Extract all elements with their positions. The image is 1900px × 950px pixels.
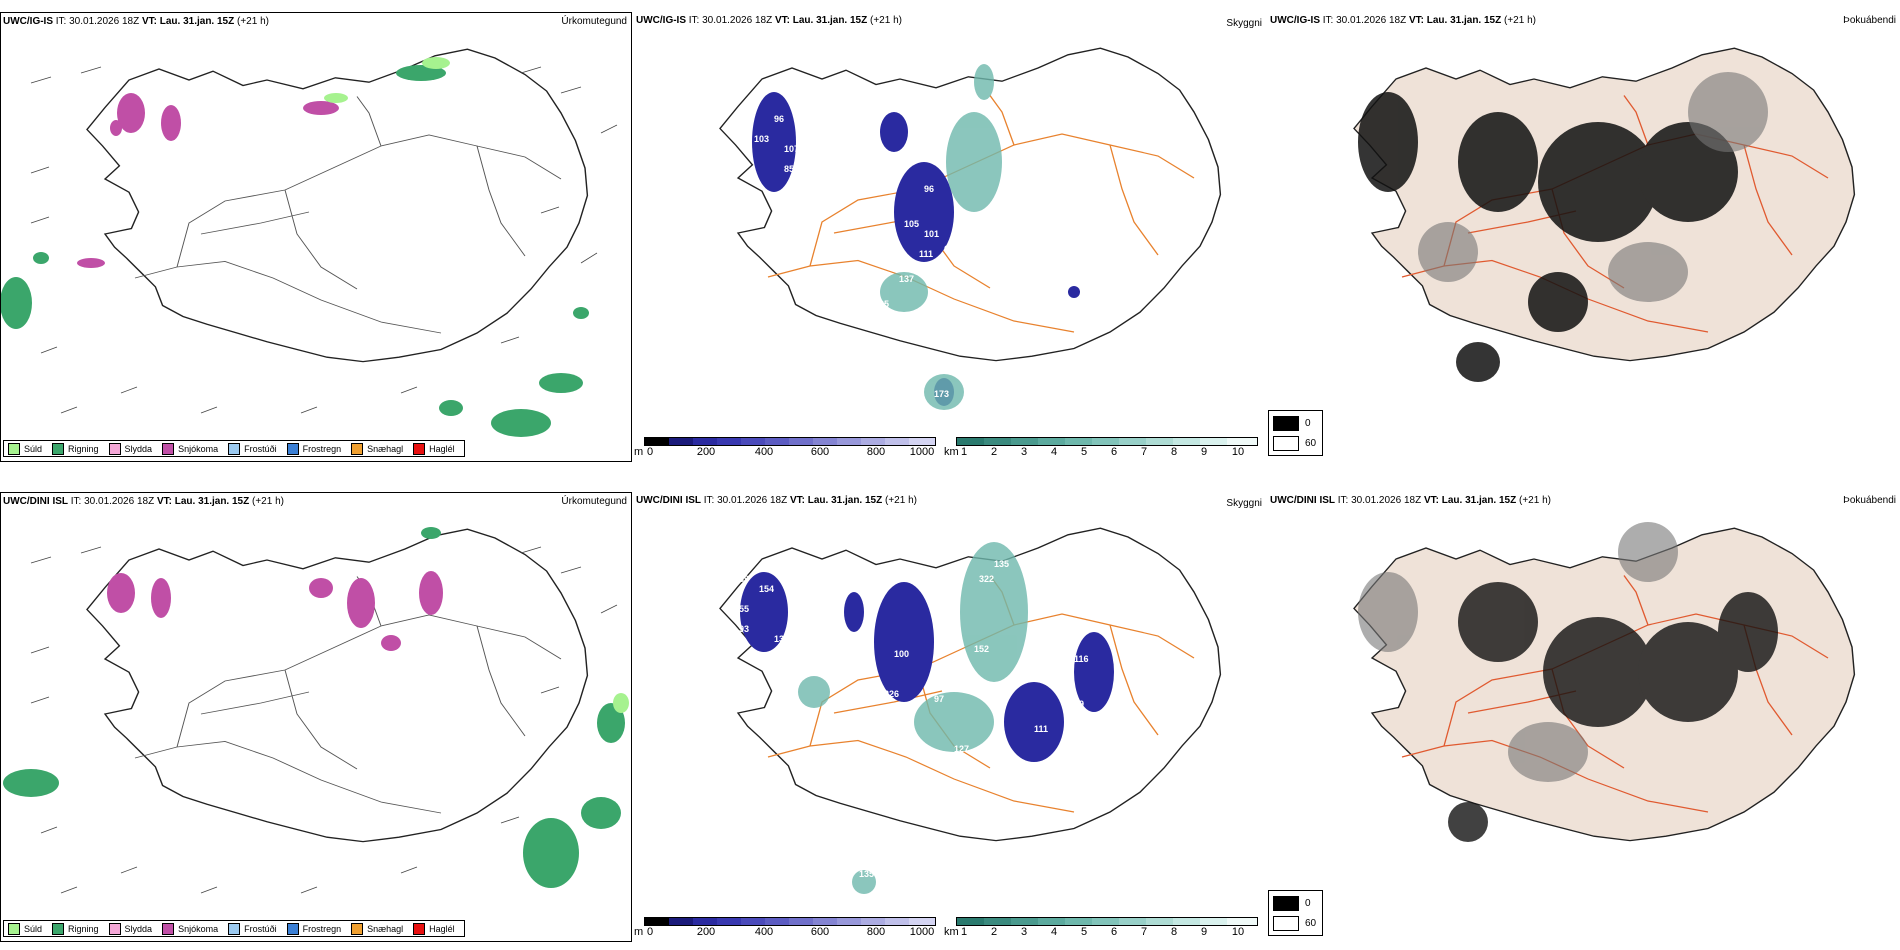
legend-swatch [108,922,121,935]
legend-swatch [286,922,299,935]
legend-item: Snjókoma [162,442,218,455]
legend-swatch [286,442,299,455]
fog-panel-top: UWC/IG-IS IT: 30.01.2026 18Z VT: Lau. 31… [1268,12,1900,462]
precip-legend: Súld Rigning Slydda Snjókoma Frostúði Fr… [3,920,465,937]
panel-variable: Úrkomutegund [561,496,627,507]
visibility-km-colorbar: km 1 2 3 4 5 6 7 8 9 10 [944,917,1264,942]
legend-swatch [228,922,241,935]
legend-item: Súld [8,442,42,455]
legend-swatch [162,442,175,455]
panel-variable: Skyggni [1226,18,1262,29]
visibility-panel-top: UWC/IG-IS IT: 30.01.2026 18Z VT: Lau. 31… [634,12,1266,462]
svg-text:103: 103 [754,134,769,144]
precip-type-map [3,527,629,894]
legend-swatch [351,922,364,935]
legend-item: Súld [8,922,42,935]
svg-text:104: 104 [804,644,819,654]
svg-text:96: 96 [774,114,784,124]
svg-text:135: 135 [994,559,1009,569]
legend-item: Frostúði [228,442,277,455]
panel-title: UWC/DINI ISL IT: 30.01.2026 18Z VT: Lau.… [1270,495,1551,506]
svg-text:132: 132 [774,634,789,644]
svg-text:99: 99 [1074,699,1084,709]
svg-text:152: 152 [974,644,989,654]
legend-item: Frostregn [286,922,341,935]
panel-title: UWC/DINI ISL IT: 30.01.2026 18Z VT: Lau.… [636,495,917,506]
svg-text:131: 131 [989,734,1004,744]
visibility-map: 139 154 155 132 93 104 100 226 97 322 13… [719,527,1222,894]
svg-text:85: 85 [784,164,794,174]
svg-text:173: 173 [934,389,949,399]
legend-swatch [108,442,121,455]
panel-variable: Skyggni [1226,498,1262,509]
fog-key: 0 60 [1268,890,1323,936]
svg-text:195: 195 [874,299,889,309]
svg-text:322: 322 [979,574,994,584]
panel-variable: Þokuábendi [1843,495,1896,506]
visibility-km-colorbar: km 1 2 3 4 5 6 7 8 9 10 [944,437,1264,462]
visibility-panel-bottom: UWC/DINI ISL IT: 30.01.2026 18Z VT: Lau.… [634,492,1266,942]
legend-item: Frostregn [286,442,341,455]
fog-panel-bottom: UWC/DINI ISL IT: 30.01.2026 18Z VT: Lau.… [1268,492,1900,942]
fog-map [1353,47,1856,382]
svg-text:111: 111 [1034,724,1048,734]
svg-text:107: 107 [784,144,799,154]
precip-type-panel-top: UWC/IG-IS IT: 30.01.2026 18Z VT: Lau. 31… [0,12,632,462]
visibility-map: 103 96 107 85 90 99 96 105 101 68 111 13… [719,47,1222,410]
svg-text:96: 96 [924,184,934,194]
svg-text:127: 127 [954,744,969,754]
precip-legend: Súld Rigning Slydda Snjókoma Frostúði Fr… [3,440,465,457]
legend-swatch [413,442,426,455]
legend-item: Snjókoma [162,922,218,935]
legend-item: Snæhagl [351,442,403,455]
legend-item: Haglél [413,442,455,455]
legend-item: Slydda [108,922,152,935]
svg-text:101: 101 [924,229,939,239]
legend-swatch [8,442,20,455]
precip-type-map [1,48,618,437]
legend-item: Slydda [108,442,152,455]
visibility-m-colorbar: m 0 200 400 600 800 1000 [634,437,936,462]
legend-swatch [413,922,426,935]
legend-item: Frostúði [228,922,277,935]
fog-map [1353,522,1856,842]
legend-item: Rigning [52,442,99,455]
panel-title: UWC/IG-IS IT: 30.01.2026 18Z VT: Lau. 31… [3,16,269,27]
svg-text:137: 137 [899,274,914,284]
fog-key: 0 60 [1268,410,1323,456]
svg-text:100: 100 [894,649,909,659]
svg-text:99: 99 [824,119,834,129]
panel-variable: Úrkomutegund [561,16,627,27]
precip-type-panel-bottom: UWC/DINI ISL IT: 30.01.2026 18Z VT: Lau.… [0,492,632,942]
panel-title: UWC/DINI ISL IT: 30.01.2026 18Z VT: Lau.… [3,496,284,507]
panel-title: UWC/IG-IS IT: 30.01.2026 18Z VT: Lau. 31… [636,15,902,26]
panel-variable: Þokuábendi [1843,15,1896,26]
svg-text:105: 105 [904,219,919,229]
legend-item: Snæhagl [351,922,403,935]
svg-text:97: 97 [934,694,944,704]
panel-title: UWC/IG-IS IT: 30.01.2026 18Z VT: Lau. 31… [1270,15,1536,26]
legend-swatch [8,922,20,935]
legend-swatch [52,442,65,455]
visibility-m-colorbar: m 0 200 400 600 800 1000 [634,917,936,942]
legend-item: Haglél [413,922,455,935]
legend-swatch [52,922,65,935]
svg-text:116: 116 [1074,654,1089,664]
svg-text:114: 114 [944,614,959,624]
svg-text:135: 135 [859,869,874,879]
legend-swatch [162,922,175,935]
legend-swatch [351,442,364,455]
svg-text:111: 111 [919,249,933,259]
svg-text:90: 90 [789,184,799,194]
svg-text:154: 154 [759,584,774,594]
svg-text:93: 93 [739,624,749,634]
svg-text:155: 155 [734,604,749,614]
svg-text:139: 139 [734,574,749,584]
legend-swatch [228,442,241,455]
legend-item: Rigning [52,922,99,935]
svg-text:68: 68 [944,244,954,254]
svg-text:226: 226 [884,689,899,699]
